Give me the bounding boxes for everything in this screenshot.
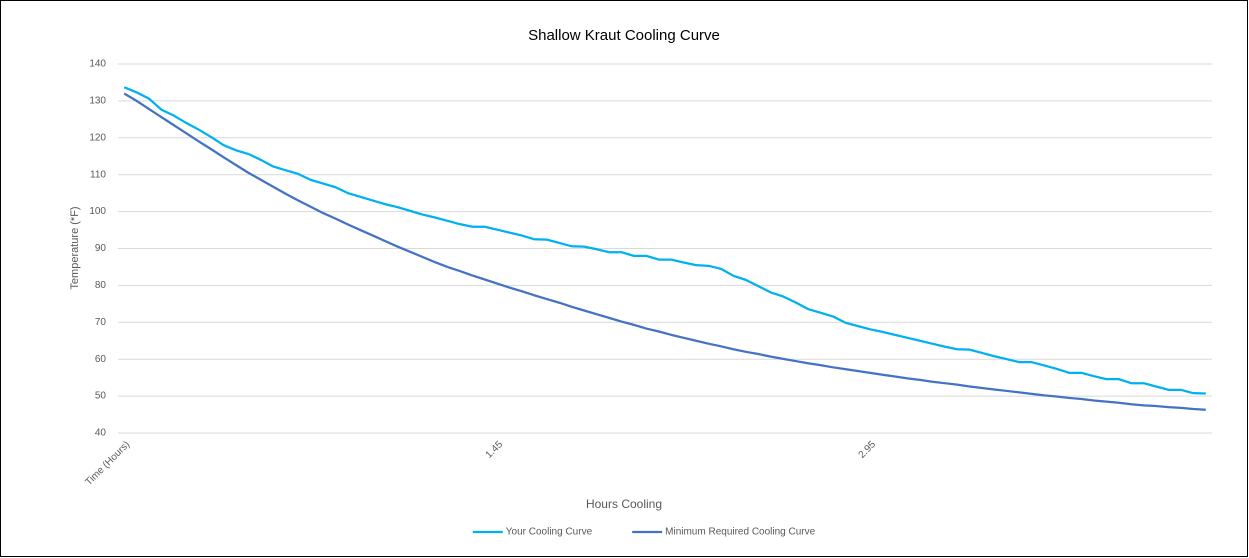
y-tick-label: 110 <box>90 169 106 180</box>
x-axis-title: Hours Cooling <box>586 497 662 511</box>
y-axis-title: Temperature (*F) <box>69 206 81 289</box>
y-tick-label: 40 <box>95 428 107 439</box>
y-tick-label: 60 <box>95 354 107 365</box>
y-tick-label: 90 <box>95 243 107 254</box>
y-tick-label: 80 <box>95 280 107 291</box>
legend-label: Minimum Required Cooling Curve <box>665 527 815 538</box>
y-tick-label: 100 <box>89 206 106 217</box>
series-line <box>123 86 1206 395</box>
y-tick-label: 130 <box>89 96 106 107</box>
chart-title: Shallow Kraut Cooling Curve <box>528 27 720 44</box>
y-tick-label: 120 <box>89 132 106 143</box>
y-tick-label: 70 <box>95 317 107 328</box>
series-line <box>123 92 1206 411</box>
legend-label: Your Cooling Curve <box>506 527 593 538</box>
y-tick-label: 140 <box>89 59 106 70</box>
y-tick-label: 50 <box>95 391 107 402</box>
